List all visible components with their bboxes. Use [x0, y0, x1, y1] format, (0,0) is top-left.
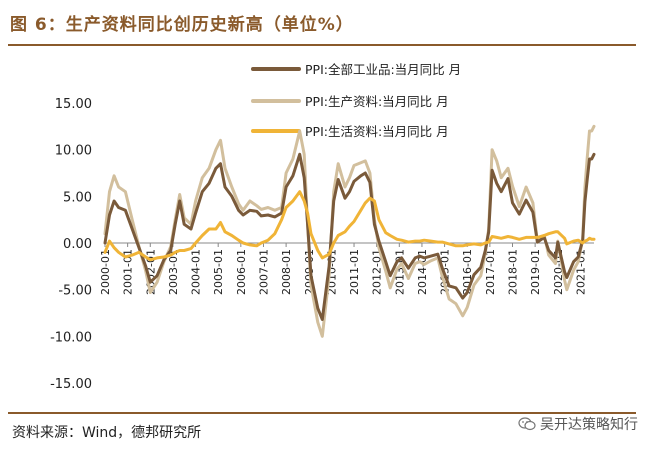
y-tick-label: 5.00: [63, 190, 92, 205]
x-tick-label: 2008-01: [280, 249, 293, 295]
y-tick-label: 10.00: [55, 144, 92, 159]
series-line: [103, 124, 596, 338]
legend: PPI:全部工业品:当月同比 月 PPI:生产资料:当月同比 月 PPI:生活资料:…: [251, 62, 461, 139]
y-tick-label: -15.00: [50, 377, 92, 392]
x-tick-label: 2007-01: [257, 249, 270, 295]
y-tick-label: 0.00: [63, 237, 92, 252]
x-tick-label: 2011-01: [348, 249, 361, 295]
x-tick-label: 2018-01: [507, 249, 520, 295]
wechat-icon: [518, 417, 536, 431]
figure-title: 图 6：生产资料同比创历史新高（单位%）: [10, 15, 354, 35]
legend-label: PPI:生产资料:当月同比 月: [305, 94, 449, 109]
x-axis: 2000-01 2001-01 2002-01 2003-01 2004-01 2005-…: [99, 242, 594, 295]
x-tick-label: 2003-01: [167, 249, 180, 295]
title-rule: [8, 44, 636, 46]
x-tick-label: 2021-01: [574, 249, 587, 295]
watermark: 吴开达策略知行: [518, 414, 638, 434]
y-tick-label: 15.00: [55, 97, 92, 112]
x-tick-label: 2012-01: [371, 249, 384, 295]
source-note: 资料来源：Wind，德邦研究所: [12, 425, 202, 441]
x-tick-label: 2005-01: [212, 249, 225, 295]
y-axis: 15.00 10.00 5.00 0.00 -5.00 -10.00 -15.00: [50, 97, 92, 392]
legend-label: PPI:全部工业品:当月同比 月: [305, 62, 461, 77]
series-line: [103, 190, 596, 262]
x-tick-label: 2000-01: [99, 249, 112, 295]
watermark-text: 吴开达策略知行: [540, 417, 638, 433]
legend-label: PPI:生活资料:当月同比 月: [305, 124, 449, 139]
series-layer: [103, 124, 596, 338]
x-tick-label: 2019-01: [529, 249, 542, 295]
x-tick-label: 2006-01: [235, 249, 248, 295]
x-tick-label: 2004-01: [190, 249, 203, 295]
x-tick-label: 2017-01: [484, 249, 497, 295]
source-rule: [8, 412, 636, 414]
series-line: [103, 152, 596, 321]
y-tick-label: -10.00: [50, 330, 92, 345]
x-tick-label: 2001-01: [122, 249, 135, 295]
y-tick-label: -5.00: [58, 284, 92, 299]
